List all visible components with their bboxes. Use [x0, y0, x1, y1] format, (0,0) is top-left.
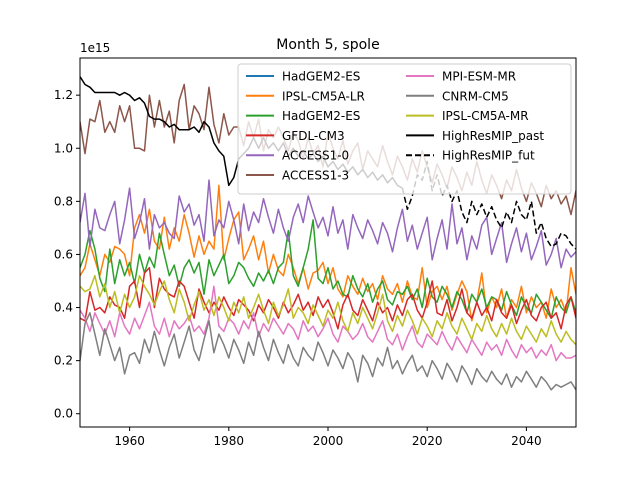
- legend-label: ACCESS1-3: [282, 169, 349, 183]
- series-line-access1-0-4: [80, 179, 576, 269]
- y-axis: 0.0 0.2 0.4 0.6 0.8 1.0 1.2: [54, 88, 80, 421]
- legend: HadGEM2-ES IPSL-CM5A-LR HadGEM2-ES GFDL-CM3…: [237, 63, 572, 195]
- y-tick-label: 1.2: [54, 88, 73, 102]
- legend-box: [237, 63, 572, 195]
- legend-label: HadGEM2-ES: [282, 109, 360, 123]
- x-tick-label: 2020: [412, 434, 443, 448]
- legend-label: IPSL-CM5A-MR: [442, 109, 529, 123]
- y-tick-label: 1.0: [54, 141, 73, 155]
- legend-label: ACCESS1-0: [282, 149, 349, 163]
- y-tick-label: 0.4: [54, 301, 73, 315]
- x-tick-label: 1980: [214, 434, 245, 448]
- x-tick-label: 2040: [511, 434, 542, 448]
- series-line-ipsl-cm5a-mr-8: [80, 274, 576, 346]
- y-tick-label: 0.0: [54, 407, 73, 421]
- y-tick-label: 0.6: [54, 247, 73, 261]
- chart-title: Month 5, spole: [276, 37, 379, 53]
- series-line-cnrm-cm5-7: [80, 312, 576, 391]
- x-tick-label: 2000: [313, 434, 344, 448]
- legend-label: MPI-ESM-MR: [442, 70, 516, 84]
- y-tick-label: 0.2: [54, 354, 73, 368]
- y-tick-label: 0.8: [54, 194, 73, 208]
- legend-label: HighResMIP_past: [442, 129, 544, 143]
- series-line-hadgem2-es-2: [80, 219, 576, 319]
- legend-label: HighResMIP_fut: [442, 149, 535, 163]
- legend-label: HadGEM2-ES: [282, 70, 360, 84]
- series-line-mpi-esm-mr-6: [80, 285, 576, 362]
- y-offset-label: 1e15: [80, 41, 110, 55]
- legend-label: GFDL-CM3: [282, 129, 345, 143]
- series-line-ipsl-cm5a-lr-1: [80, 184, 576, 322]
- x-tick-label: 1960: [114, 434, 145, 448]
- legend-label: CNRM-CM5: [442, 89, 509, 103]
- legend-label: IPSL-CM5A-LR: [282, 89, 365, 103]
- x-axis: 1960 1980 2000 2020 2040: [114, 427, 542, 448]
